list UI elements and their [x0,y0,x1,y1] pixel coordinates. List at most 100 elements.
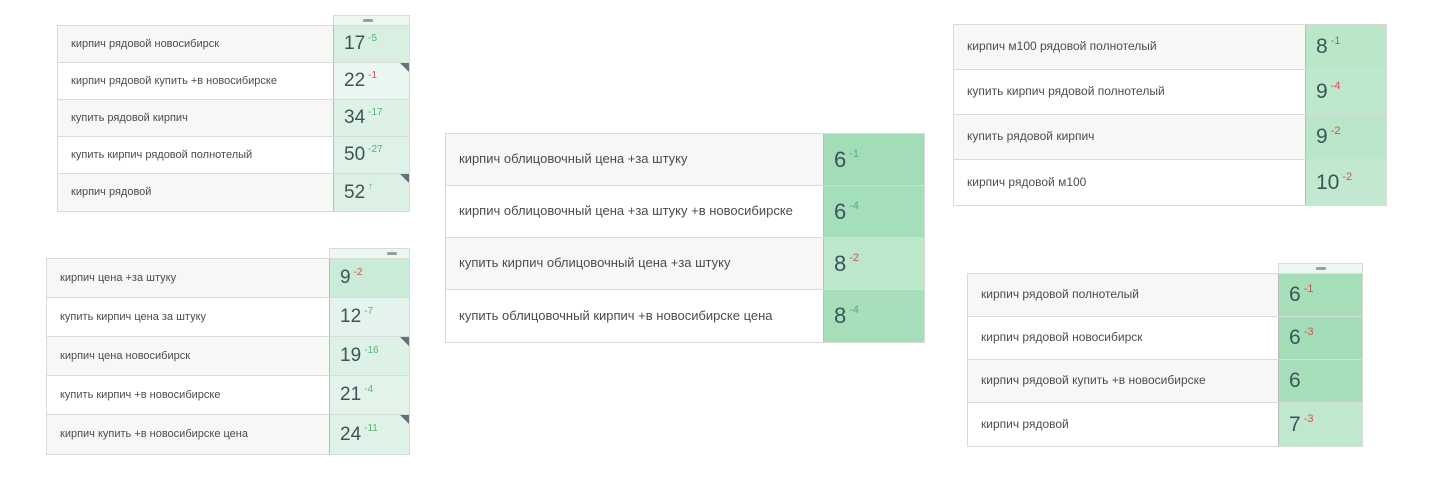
position-cell[interactable]: 22 -1 [333,63,409,99]
keyword-label: кирпич м100 рядовой полнотелый [967,39,1157,54]
position-cell[interactable]: 6 -1 [1278,274,1362,316]
cropped-row-sliver [329,248,410,258]
keyword-row[interactable]: купить кирпич рядовой полнотелый 50 -27 [58,137,409,174]
cropped-cell-fragment-icon [362,19,373,22]
cropped-cell-fragment-icon [1316,267,1327,270]
position-cell[interactable]: 8 -2 [823,238,924,289]
keyword-cell: кирпич рядовой новосибирск [968,317,1278,359]
position-value: 9 [340,267,351,288]
rank-table-rows: кирпич м100 рядовой полнотелый 8 -1 купи… [954,25,1386,205]
keyword-label: кирпич рядовой [71,186,152,199]
position-change: -4 [849,199,860,212]
position-cell[interactable]: 24 -11 [329,415,409,454]
position-change: ↑ [368,181,374,192]
keyword-cell: кирпич рядовой купить +в новосибирске [968,360,1278,402]
position-cell[interactable]: 6 -4 [823,186,924,237]
keyword-row[interactable]: кирпич рядовой новосибирск 6 -3 [968,317,1362,360]
keyword-row[interactable]: кирпич рядовой новосибирск 17 -5 [58,26,409,63]
position-change: -2 [849,251,860,264]
position-value: 17 [344,33,366,54]
corner-flag-icon [400,174,409,183]
keyword-cell: купить рядовой кирпич [954,115,1305,159]
position-value: 8 [834,303,847,328]
keyword-cell: купить кирпич цена за штуку [47,298,329,336]
keyword-label: кирпич рядовой купить +в новосибирске [981,373,1206,388]
keyword-cell: кирпич м100 рядовой полнотелый [954,25,1305,69]
position-cell[interactable]: 17 -5 [333,26,409,62]
keyword-row[interactable]: купить кирпич +в новосибирске 21 -4 [47,376,409,415]
keyword-label: купить кирпич +в новосибирске [60,388,221,401]
keyword-row[interactable]: купить рядовой кирпич 34 -17 [58,100,409,137]
keyword-cell: купить кирпич облицовочный цена +за штук… [446,238,823,289]
keyword-row[interactable]: кирпич облицовочный цена +за штуку 6 -1 [446,134,924,186]
keyword-label: кирпич рядовой [981,416,1069,431]
keyword-row[interactable]: кирпич рядовой 7 -3 [968,403,1362,446]
position-value: 6 [1289,326,1301,349]
keyword-label: кирпич купить +в новосибирске цена [60,428,248,441]
position-value: 21 [340,384,362,405]
keyword-label: кирпич облицовочный цена +за штуку [459,151,688,167]
keyword-row[interactable]: кирпич рядовой купить +в новосибирске 6 [968,360,1362,403]
position-cell[interactable]: 50 -27 [333,137,409,173]
keyword-label: кирпич рядовой новосибирск [71,37,220,50]
keyword-cell: купить рядовой кирпич [58,100,333,136]
keyword-label: кирпич рядовой купить +в новосибирске [71,74,277,87]
keyword-cell: кирпич цена +за штуку [47,259,329,297]
rank-table-rows: кирпич цена +за штуку 9 -2 купить кирпич… [47,259,409,454]
position-cell[interactable]: 9 -2 [329,259,409,297]
keyword-row[interactable]: кирпич рядовой купить +в новосибирске 22… [58,63,409,100]
keyword-row[interactable]: купить рядовой кирпич 9 -2 [954,115,1386,160]
keyword-cell: кирпич купить +в новосибирске цена [47,415,329,454]
keyword-row[interactable]: кирпич рядовой м100 10 -2 [954,160,1386,205]
position-cell[interactable]: 10 -2 [1305,160,1386,205]
position-value: 22 [344,70,366,91]
position-cell[interactable]: 6 -3 [1278,317,1362,359]
position-value: 6 [1289,283,1301,306]
position-cell[interactable]: 8 -4 [823,290,924,342]
position-change: -2 [1330,125,1341,137]
keyword-label: кирпич рядовой полнотелый [981,287,1139,302]
position-cell[interactable]: 34 -17 [333,100,409,136]
position-change: -4 [849,304,860,316]
position-value: 52 [344,181,366,203]
corner-flag-icon [400,63,409,72]
position-cell[interactable]: 12 -7 [329,298,409,336]
keyword-row[interactable]: купить облицовочный кирпич +в новосибирс… [446,290,924,342]
keyword-cell: купить кирпич рядовой полнотелый [954,70,1305,114]
keyword-row[interactable]: купить кирпич рядовой полнотелый 9 -4 [954,70,1386,115]
keyword-row[interactable]: кирпич рядовой 52 ↑ [58,174,409,211]
keyword-row[interactable]: кирпич рядовой полнотелый 6 -1 [968,274,1362,317]
keyword-label: купить кирпич облицовочный цена +за штук… [459,255,731,271]
position-cell[interactable]: 52 ↑ [333,174,409,211]
keyword-row[interactable]: кирпич цена новосибирск 19 -16 [47,337,409,376]
keyword-row[interactable]: кирпич купить +в новосибирске цена 24 -1… [47,415,409,454]
position-cell[interactable]: 9 -4 [1305,70,1386,114]
position-value: 7 [1289,412,1301,436]
keyword-label: купить облицовочный кирпич +в новосибирс… [459,307,773,323]
position-cell[interactable]: 8 -1 [1305,25,1386,69]
keyword-label: купить кирпич рядовой полнотелый [967,84,1165,99]
position-value: 8 [834,250,847,276]
rank-table-group-1-top-left: кирпич рядовой новосибирск 17 -5 кирпич … [57,15,410,212]
position-cell[interactable]: 7 -3 [1278,403,1362,446]
position-change: -1 [1303,283,1314,295]
position-change: -1 [849,147,860,160]
position-change: -1 [368,69,378,81]
keyword-row[interactable]: кирпич цена +за штуку 9 -2 [47,259,409,298]
position-change: -1 [1330,35,1341,47]
keyword-row[interactable]: купить кирпич цена за штуку 12 -7 [47,298,409,337]
position-cell[interactable]: 9 -2 [1305,115,1386,159]
keyword-row[interactable]: кирпич м100 рядовой полнотелый 8 -1 [954,25,1386,70]
rank-table-group-4-top-right: кирпич м100 рядовой полнотелый 8 -1 купи… [953,24,1387,206]
keyword-cell: купить кирпич +в новосибирске [47,376,329,414]
keyword-row[interactable]: кирпич облицовочный цена +за штуку +в но… [446,186,924,238]
position-cell[interactable]: 6 -1 [823,134,924,185]
position-change: -27 [368,143,383,155]
keyword-cell: кирпич облицовочный цена +за штуку [446,134,823,185]
keyword-row[interactable]: купить кирпич облицовочный цена +за штук… [446,238,924,290]
position-cell[interactable]: 6 [1278,360,1362,402]
position-cell[interactable]: 19 -16 [329,337,409,375]
position-cell[interactable]: 21 -4 [329,376,409,414]
rank-table-group-5-bottom-right: кирпич рядовой полнотелый 6 -1 кирпич ря… [967,263,1363,447]
position-change: -4 [1330,80,1341,92]
